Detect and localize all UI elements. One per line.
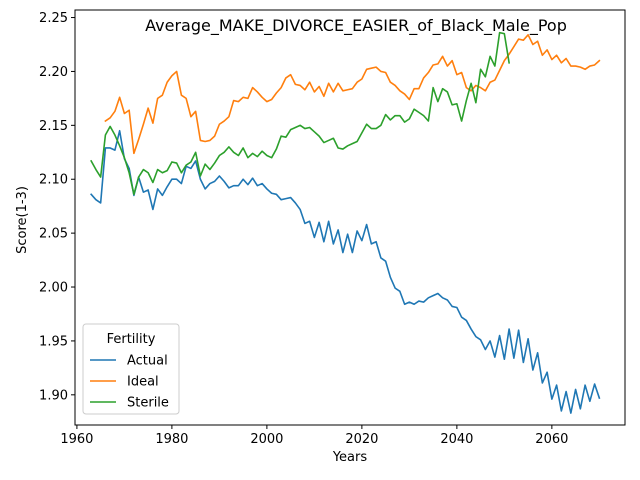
y-tick-label: 2.05 [39,227,68,242]
y-axis-label: Score(1-3) [15,186,30,254]
x-axis-label: Years [332,450,368,465]
x-tick-label: 2000 [250,432,283,447]
x-tick-label: 1980 [155,432,188,447]
legend-box [82,323,180,415]
series-line-ideal [104,33,601,155]
plot-area [90,31,601,414]
chart-title: Average_MAKE_DIVORCE_EASIER_of_Black_Mal… [145,16,567,36]
legend-label-ideal: Ideal [127,375,159,390]
plot-frame [74,9,626,426]
y-tick-label: 2.20 [39,65,68,80]
series-line-actual [90,129,601,414]
x-tick-label: 2060 [535,432,568,447]
legend-title: Fertility [107,332,156,347]
x-tick-label: 1960 [60,432,93,447]
x-axis: 1960 1980 2000 2020 2040 2060 [60,425,568,447]
legend: Fertility Actual Ideal Sterile [82,323,180,415]
y-tick-label: 1.90 [39,388,68,403]
y-axis: 1.90 1.95 2.00 2.05 2.10 2.15 2.20 2.25 [39,11,75,403]
legend-label-sterile: Sterile [127,396,169,411]
y-tick-label: 2.15 [39,119,68,134]
series-line-sterile [90,31,511,196]
x-tick-label: 2020 [345,432,378,447]
y-tick-label: 2.25 [39,11,68,26]
y-tick-label: 1.95 [39,334,68,349]
legend-label-actual: Actual [127,354,168,369]
y-tick-label: 2.10 [39,173,68,188]
legend-items: Actual Ideal Sterile [90,354,169,411]
y-tick-label: 2.00 [39,281,68,296]
x-tick-label: 2040 [440,432,473,447]
